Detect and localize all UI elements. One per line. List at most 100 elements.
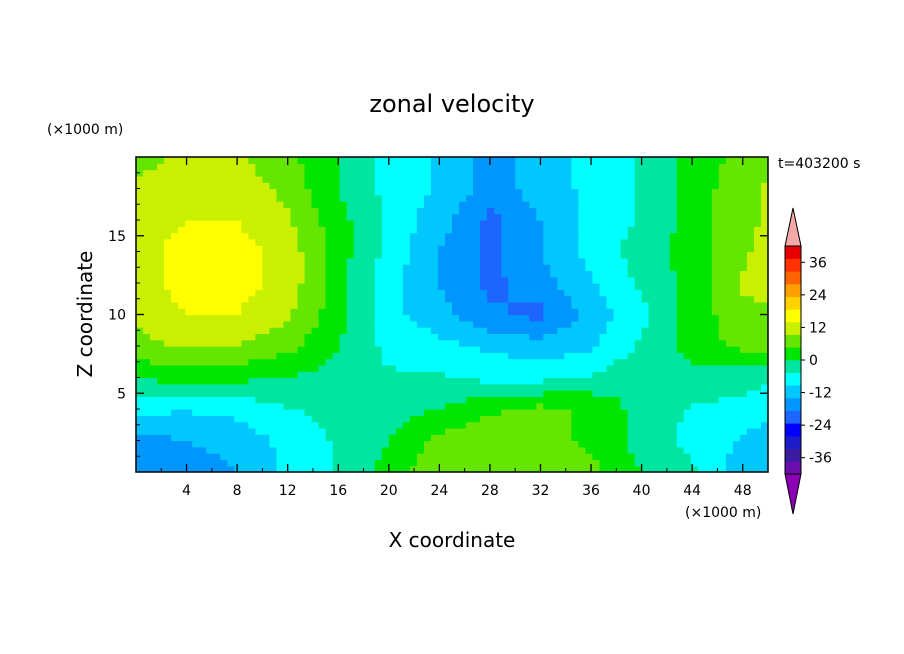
contour-cell (402, 333, 411, 341)
contour-cell (683, 226, 692, 234)
contour-cell (388, 427, 397, 435)
contour-cell (199, 182, 207, 190)
contour-cell (416, 440, 425, 448)
contour-cell (304, 434, 313, 442)
contour-cell (395, 226, 404, 234)
contour-cell (199, 346, 207, 353)
contour-cell (150, 333, 158, 341)
contour-cell (725, 371, 734, 379)
contour-cell (395, 213, 404, 221)
contour-cell (683, 333, 692, 341)
contour-cell (494, 402, 502, 410)
contour-cell (494, 213, 502, 221)
contour-cell (276, 465, 285, 472)
contour-cell (241, 238, 249, 246)
contour-cell (234, 175, 242, 183)
colorbar-swatch (785, 296, 801, 310)
contour-cell (578, 276, 587, 284)
contour-cell (297, 333, 306, 341)
contour-cell (501, 251, 509, 259)
contour-cell (346, 453, 355, 460)
contour-cell (557, 182, 565, 190)
contour-cell (143, 465, 151, 472)
contour-cell (690, 157, 699, 164)
contour-cell (704, 427, 713, 435)
contour-cell (529, 308, 537, 316)
contour-cell (683, 169, 692, 177)
contour-cell (704, 251, 713, 259)
contour-cell (739, 383, 748, 391)
contour-cell (234, 377, 242, 385)
contour-cell (487, 283, 495, 290)
contour-cell (318, 295, 327, 303)
contour-cell (430, 320, 439, 328)
contour-cell (409, 377, 418, 385)
contour-cell (592, 251, 601, 259)
contour-cell (332, 201, 341, 208)
contour-cell (339, 446, 348, 454)
contour-cell (143, 440, 151, 448)
contour-cell (550, 207, 558, 215)
contour-cell (388, 213, 397, 221)
contour-cell (732, 333, 741, 341)
contour-cell (388, 194, 397, 202)
contour-cell (311, 308, 320, 316)
contour-cell (732, 295, 741, 303)
contour-cell (262, 283, 271, 290)
contour-cell (452, 314, 460, 322)
contour-cell (508, 232, 516, 240)
contour-cell (676, 314, 685, 322)
contour-cell (697, 169, 706, 177)
contour-cell (297, 308, 306, 316)
contour-cell (452, 409, 460, 416)
contour-cell (143, 251, 151, 259)
contour-cell (437, 207, 446, 215)
contour-cell (262, 238, 271, 246)
contour-cell (557, 402, 565, 410)
contour-cell (634, 402, 643, 410)
contour-cell (367, 182, 376, 190)
contour-cell (571, 364, 579, 372)
contour-cell (501, 459, 509, 467)
contour-cell (430, 270, 439, 278)
contour-cell (395, 264, 404, 271)
contour-cell (255, 459, 263, 467)
contour-cell (543, 396, 551, 404)
contour-cell (178, 182, 186, 190)
contour-cell (150, 245, 158, 253)
contour-cell (718, 251, 727, 259)
contour-cell (444, 251, 453, 259)
contour-cell (473, 415, 481, 423)
contour-cell (353, 238, 362, 246)
contour-cell (585, 264, 594, 271)
contour-cell (164, 157, 172, 164)
contour-cell (473, 409, 481, 416)
contour-cell (599, 421, 608, 429)
contour-cell (437, 270, 446, 278)
contour-cell (704, 339, 713, 347)
contour-cell (416, 295, 425, 303)
contour-cell (648, 289, 657, 297)
contour-cell (599, 238, 608, 246)
contour-cell (578, 194, 587, 202)
contour-cell (683, 257, 692, 265)
contour-cell (634, 207, 643, 215)
contour-cell (269, 352, 278, 360)
contour-cell (760, 226, 768, 234)
contour-cell (395, 440, 404, 448)
contour-cell (227, 188, 235, 196)
contour-cell (543, 421, 551, 429)
contour-cell (283, 446, 292, 454)
contour-cell (255, 440, 263, 448)
contour-cell (648, 301, 657, 309)
contour-cell (430, 232, 439, 240)
contour-cell (690, 314, 699, 322)
contour-cell (487, 440, 495, 448)
contour-cell (409, 276, 418, 284)
contour-cell (599, 175, 608, 183)
contour-cell (255, 301, 263, 309)
contour-cell (564, 276, 572, 284)
contour-cell (732, 201, 741, 208)
contour-cell (753, 453, 762, 460)
contour-cell (381, 465, 390, 472)
